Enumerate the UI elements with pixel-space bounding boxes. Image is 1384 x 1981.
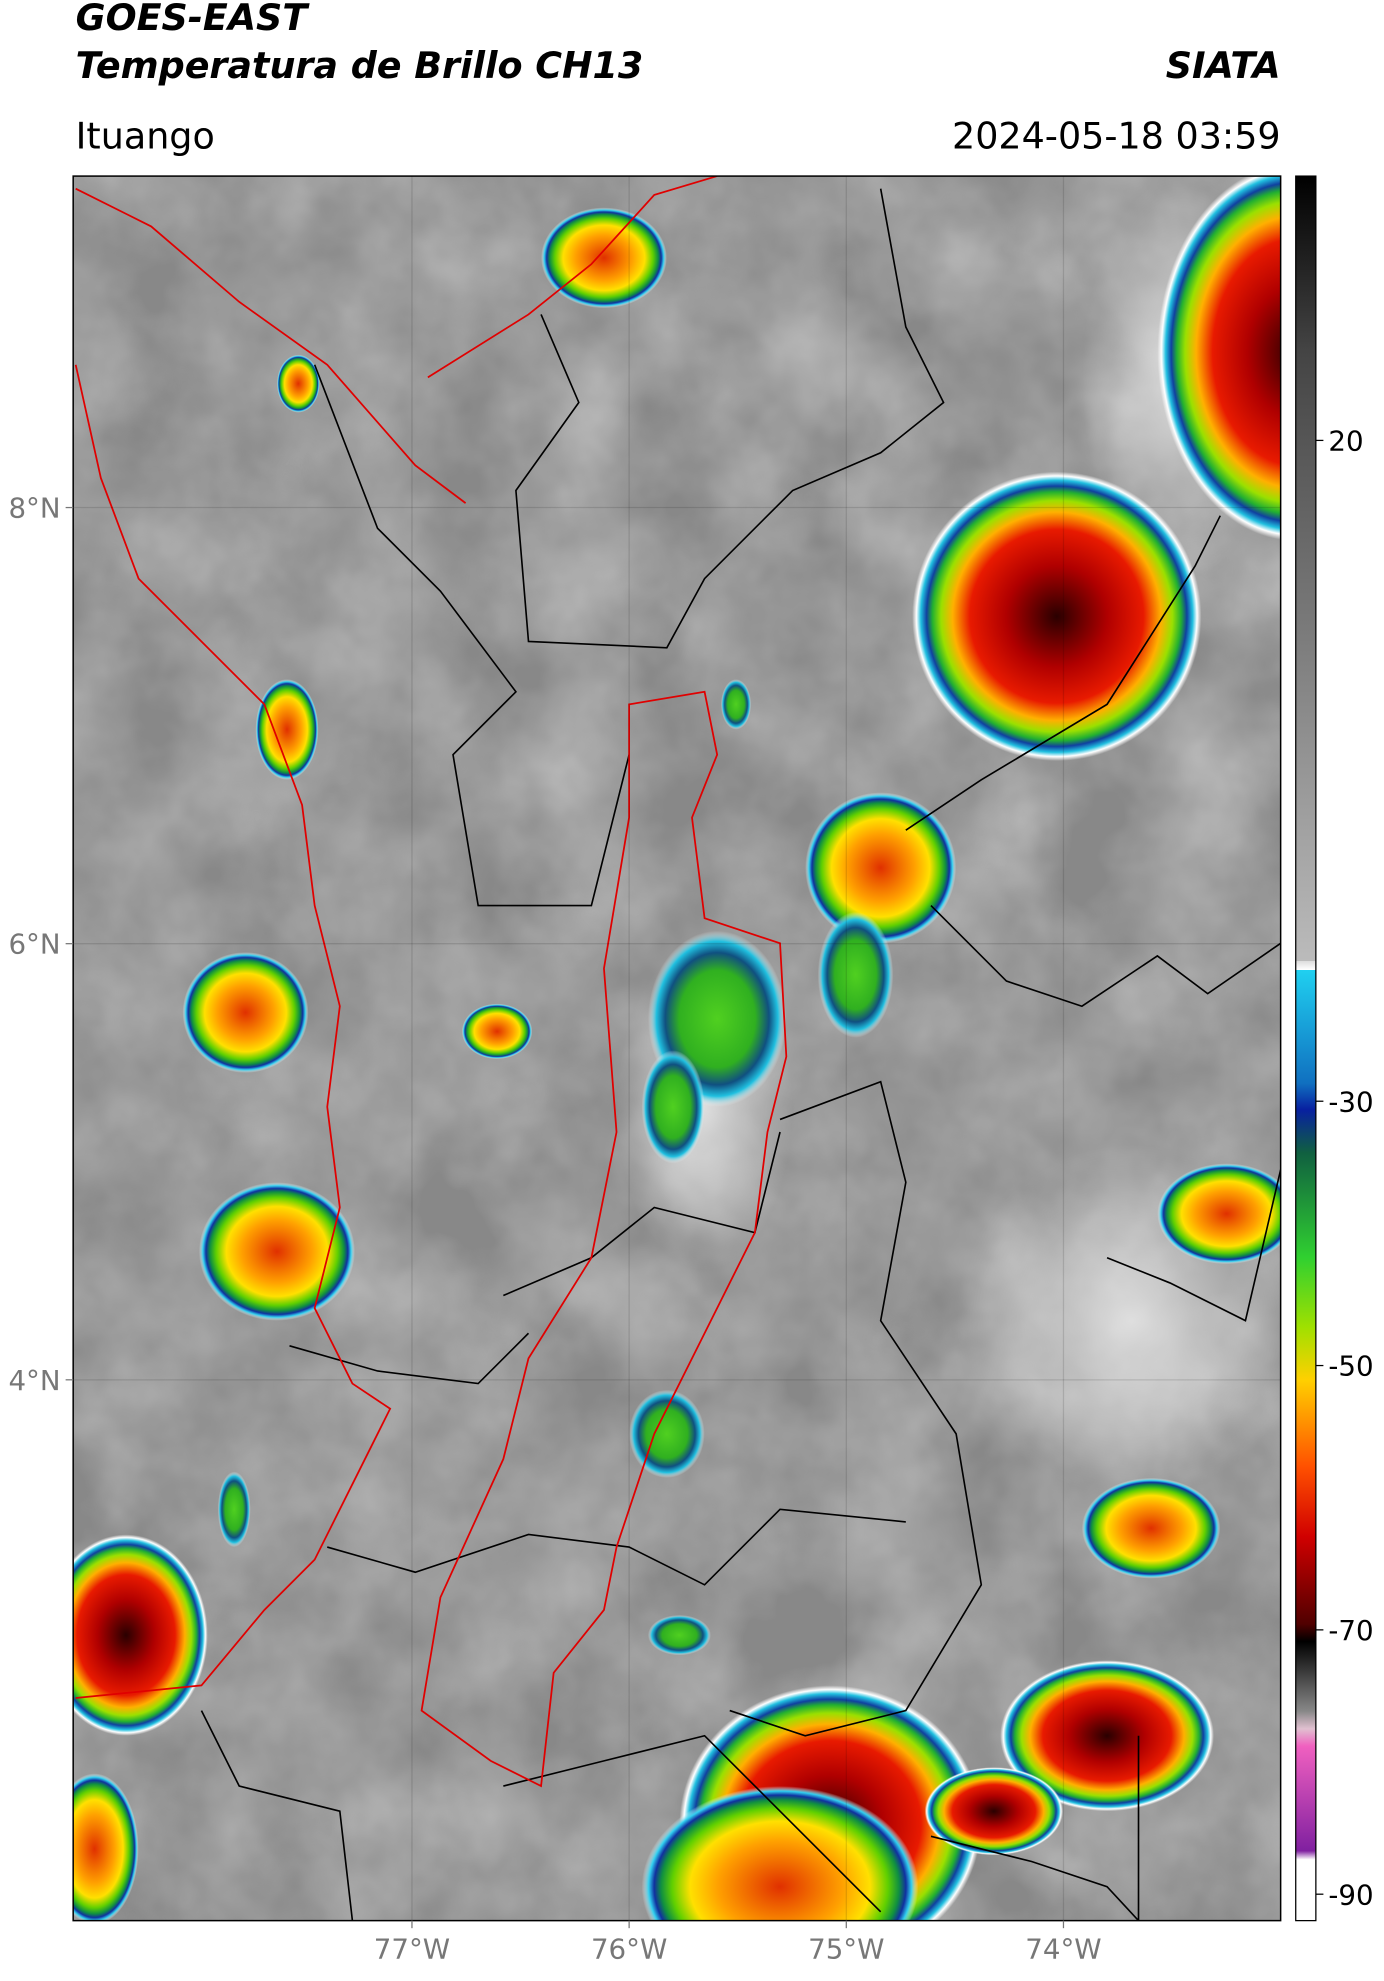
- datetime: 2024-05-18 03:59: [952, 114, 1281, 157]
- x-tick-label: 74°W: [1025, 1932, 1101, 1965]
- border: [289, 1332, 530, 1385]
- storm-cell: [647, 1614, 711, 1656]
- border: [200, 1710, 354, 1921]
- border: [313, 364, 630, 907]
- border: [729, 1080, 983, 1737]
- storm-cell: [73, 1534, 208, 1736]
- map-frame: [72, 175, 1282, 1922]
- colorbar-label: -30: [1328, 1085, 1373, 1118]
- coastline: [427, 176, 718, 379]
- border: [503, 1131, 781, 1297]
- storm-cell: [817, 911, 894, 1038]
- border: [930, 905, 1281, 1008]
- x-tick-label: 77°W: [374, 1932, 450, 1965]
- colorbar: [1295, 175, 1317, 1922]
- colorbar-label: 20: [1328, 424, 1363, 457]
- title: GOES-EAST: [76, 0, 311, 39]
- storm-cell: [912, 471, 1202, 761]
- department-borders: [200, 188, 1281, 1921]
- storm-cell: [73, 1773, 139, 1921]
- brand: SIATA: [1166, 44, 1281, 87]
- red-outlines: [74, 176, 788, 1788]
- storm-cell: [217, 1471, 251, 1548]
- colorbar-label: -90: [1328, 1878, 1373, 1911]
- x-tick-label: 76°W: [591, 1932, 667, 1965]
- storm-cell: [629, 1389, 705, 1478]
- coastline: [74, 364, 392, 1699]
- colorbar-ticks: 20 -30 -50 -70 -90: [1315, 424, 1374, 1911]
- border: [327, 1508, 906, 1586]
- border: [1106, 1169, 1281, 1322]
- storm-cell: [1000, 1660, 1214, 1812]
- border: [905, 515, 1221, 831]
- coastline: [75, 187, 467, 504]
- y-tick-label: 6°N: [8, 928, 60, 961]
- storm-cell: [198, 1182, 355, 1321]
- region: Ituango: [76, 114, 215, 157]
- graticule: 77°W 76°W 75°W 74°W 8°N 6°N 4°N: [8, 176, 1281, 1965]
- border: [515, 188, 945, 649]
- storm-cell: [805, 792, 957, 944]
- storm-cell: [1157, 176, 1281, 540]
- storm-cell: [641, 1050, 705, 1164]
- subtitle: Temperatura de Brillo CH13: [76, 44, 644, 87]
- storm-cell: [720, 679, 752, 730]
- storm-cell: [541, 207, 667, 309]
- storm-cells: [73, 176, 1281, 1921]
- map: [73, 176, 1281, 1921]
- y-tick-label: 4°N: [8, 1364, 60, 1397]
- project-region: [420, 690, 788, 1788]
- border: [930, 1735, 1140, 1921]
- storm-cell: [924, 1767, 1064, 1856]
- x-tick-label: 75°W: [808, 1932, 884, 1965]
- colorbar-label: -50: [1328, 1350, 1373, 1383]
- y-tick-label: 8°N: [8, 492, 60, 525]
- storm-cell: [182, 952, 309, 1073]
- storm-cell: [1157, 1163, 1281, 1265]
- colorbar-label: -70: [1328, 1614, 1373, 1647]
- storm-cell: [461, 1003, 533, 1060]
- storm-cell: [255, 679, 319, 780]
- border: [503, 1734, 882, 1913]
- storm-cell: [276, 354, 320, 413]
- storm-cell: [1081, 1477, 1221, 1579]
- storm-cell: [641, 1786, 919, 1921]
